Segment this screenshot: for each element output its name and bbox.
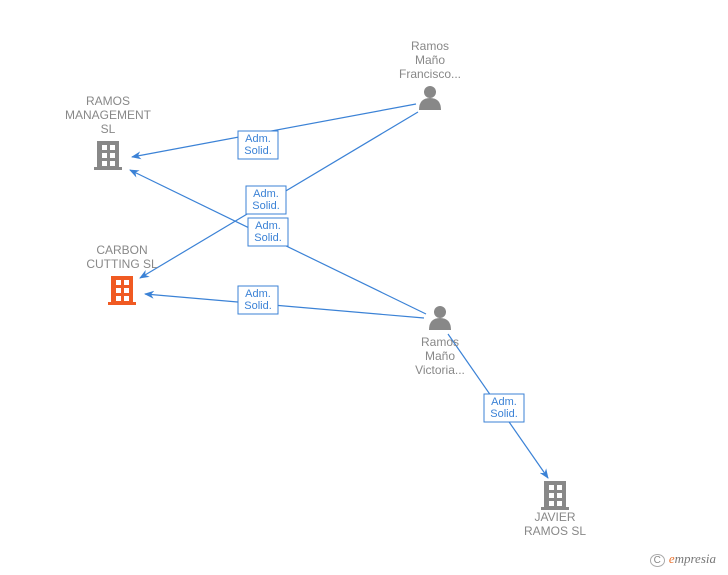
edge-label: Adm.Solid. xyxy=(238,131,278,159)
edge-label-line: Adm. xyxy=(245,288,271,300)
node-francisco: RamosMañoFrancisco... xyxy=(399,39,461,110)
edge-label: Adm.Solid. xyxy=(248,218,288,246)
edge-label-line: Adm. xyxy=(491,396,517,408)
node-label-line: Victoria... xyxy=(415,363,465,377)
edge-label-line: Solid. xyxy=(252,200,280,212)
node-javier_ramos: JAVIERRAMOS SL xyxy=(524,481,586,538)
edge-label-line: Solid. xyxy=(244,300,272,312)
edge-label-line: Adm. xyxy=(255,220,281,232)
node-label-line: CARBON xyxy=(96,243,147,257)
edge-label-line: Adm. xyxy=(253,188,279,200)
edge-label: Adm.Solid. xyxy=(246,186,286,214)
edge-label: Adm.Solid. xyxy=(238,286,278,314)
edge-label-line: Adm. xyxy=(245,133,271,145)
node-label-line: Francisco... xyxy=(399,67,461,81)
node-label-line: Ramos xyxy=(411,39,449,53)
building-icon xyxy=(94,141,122,170)
node-label-line: Maño xyxy=(415,53,445,67)
node-label-line: SL xyxy=(101,122,116,136)
node-label-line: RAMOS xyxy=(86,94,130,108)
node-label-line: CUTTING SL xyxy=(86,257,158,271)
node-ramos_mgmt: RAMOSMANAGEMENTSL xyxy=(65,94,152,170)
node-label-line: Maño xyxy=(425,349,455,363)
relationship-diagram: Adm.Solid.Adm.Solid.Adm.Solid.Adm.Solid.… xyxy=(0,0,728,575)
edge-label-line: Solid. xyxy=(254,232,282,244)
building-icon xyxy=(108,276,136,305)
brand-rest: mpresia xyxy=(675,551,716,566)
edge-label-line: Solid. xyxy=(490,408,518,420)
person-icon xyxy=(419,86,441,110)
node-label-line: MANAGEMENT xyxy=(65,108,152,122)
node-label-line: Ramos xyxy=(421,335,459,349)
edge-label-line: Solid. xyxy=(244,145,272,157)
footer-attribution: Cempresia xyxy=(650,551,716,567)
node-victoria: RamosMañoVictoria... xyxy=(415,306,465,377)
person-icon xyxy=(429,306,451,330)
node-label-line: RAMOS SL xyxy=(524,524,586,538)
copyright-icon: C xyxy=(650,554,665,567)
node-label-line: JAVIER xyxy=(534,510,575,524)
building-icon xyxy=(541,481,569,510)
edge-label: Adm.Solid. xyxy=(484,394,524,422)
edge-victoria-carbon xyxy=(145,294,424,318)
